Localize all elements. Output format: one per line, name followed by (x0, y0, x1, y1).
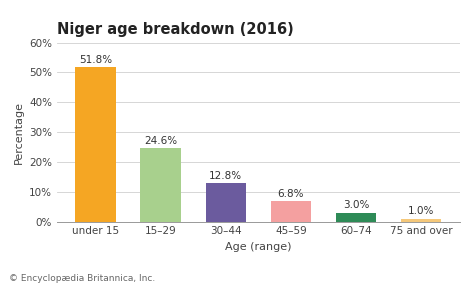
Bar (75, 67, 116, 222)
Bar (336, 212, 376, 222)
Text: 1.0%: 1.0% (408, 206, 435, 216)
Text: 24.6%: 24.6% (144, 136, 177, 146)
Text: 51.8%: 51.8% (79, 55, 112, 65)
Text: 6.8%: 6.8% (278, 189, 304, 199)
X-axis label: Age (range): Age (range) (225, 242, 292, 252)
Text: 12.8%: 12.8% (209, 171, 242, 181)
Y-axis label: Percentage: Percentage (13, 101, 24, 164)
Text: © Encyclopædia Britannica, Inc.: © Encyclopædia Britannica, Inc. (9, 273, 156, 283)
Bar (271, 201, 311, 222)
Text: Niger age breakdown (2016): Niger age breakdown (2016) (57, 22, 293, 37)
Bar (401, 219, 441, 222)
Bar (206, 183, 246, 222)
Text: 3.0%: 3.0% (343, 201, 369, 210)
Bar (140, 148, 181, 222)
